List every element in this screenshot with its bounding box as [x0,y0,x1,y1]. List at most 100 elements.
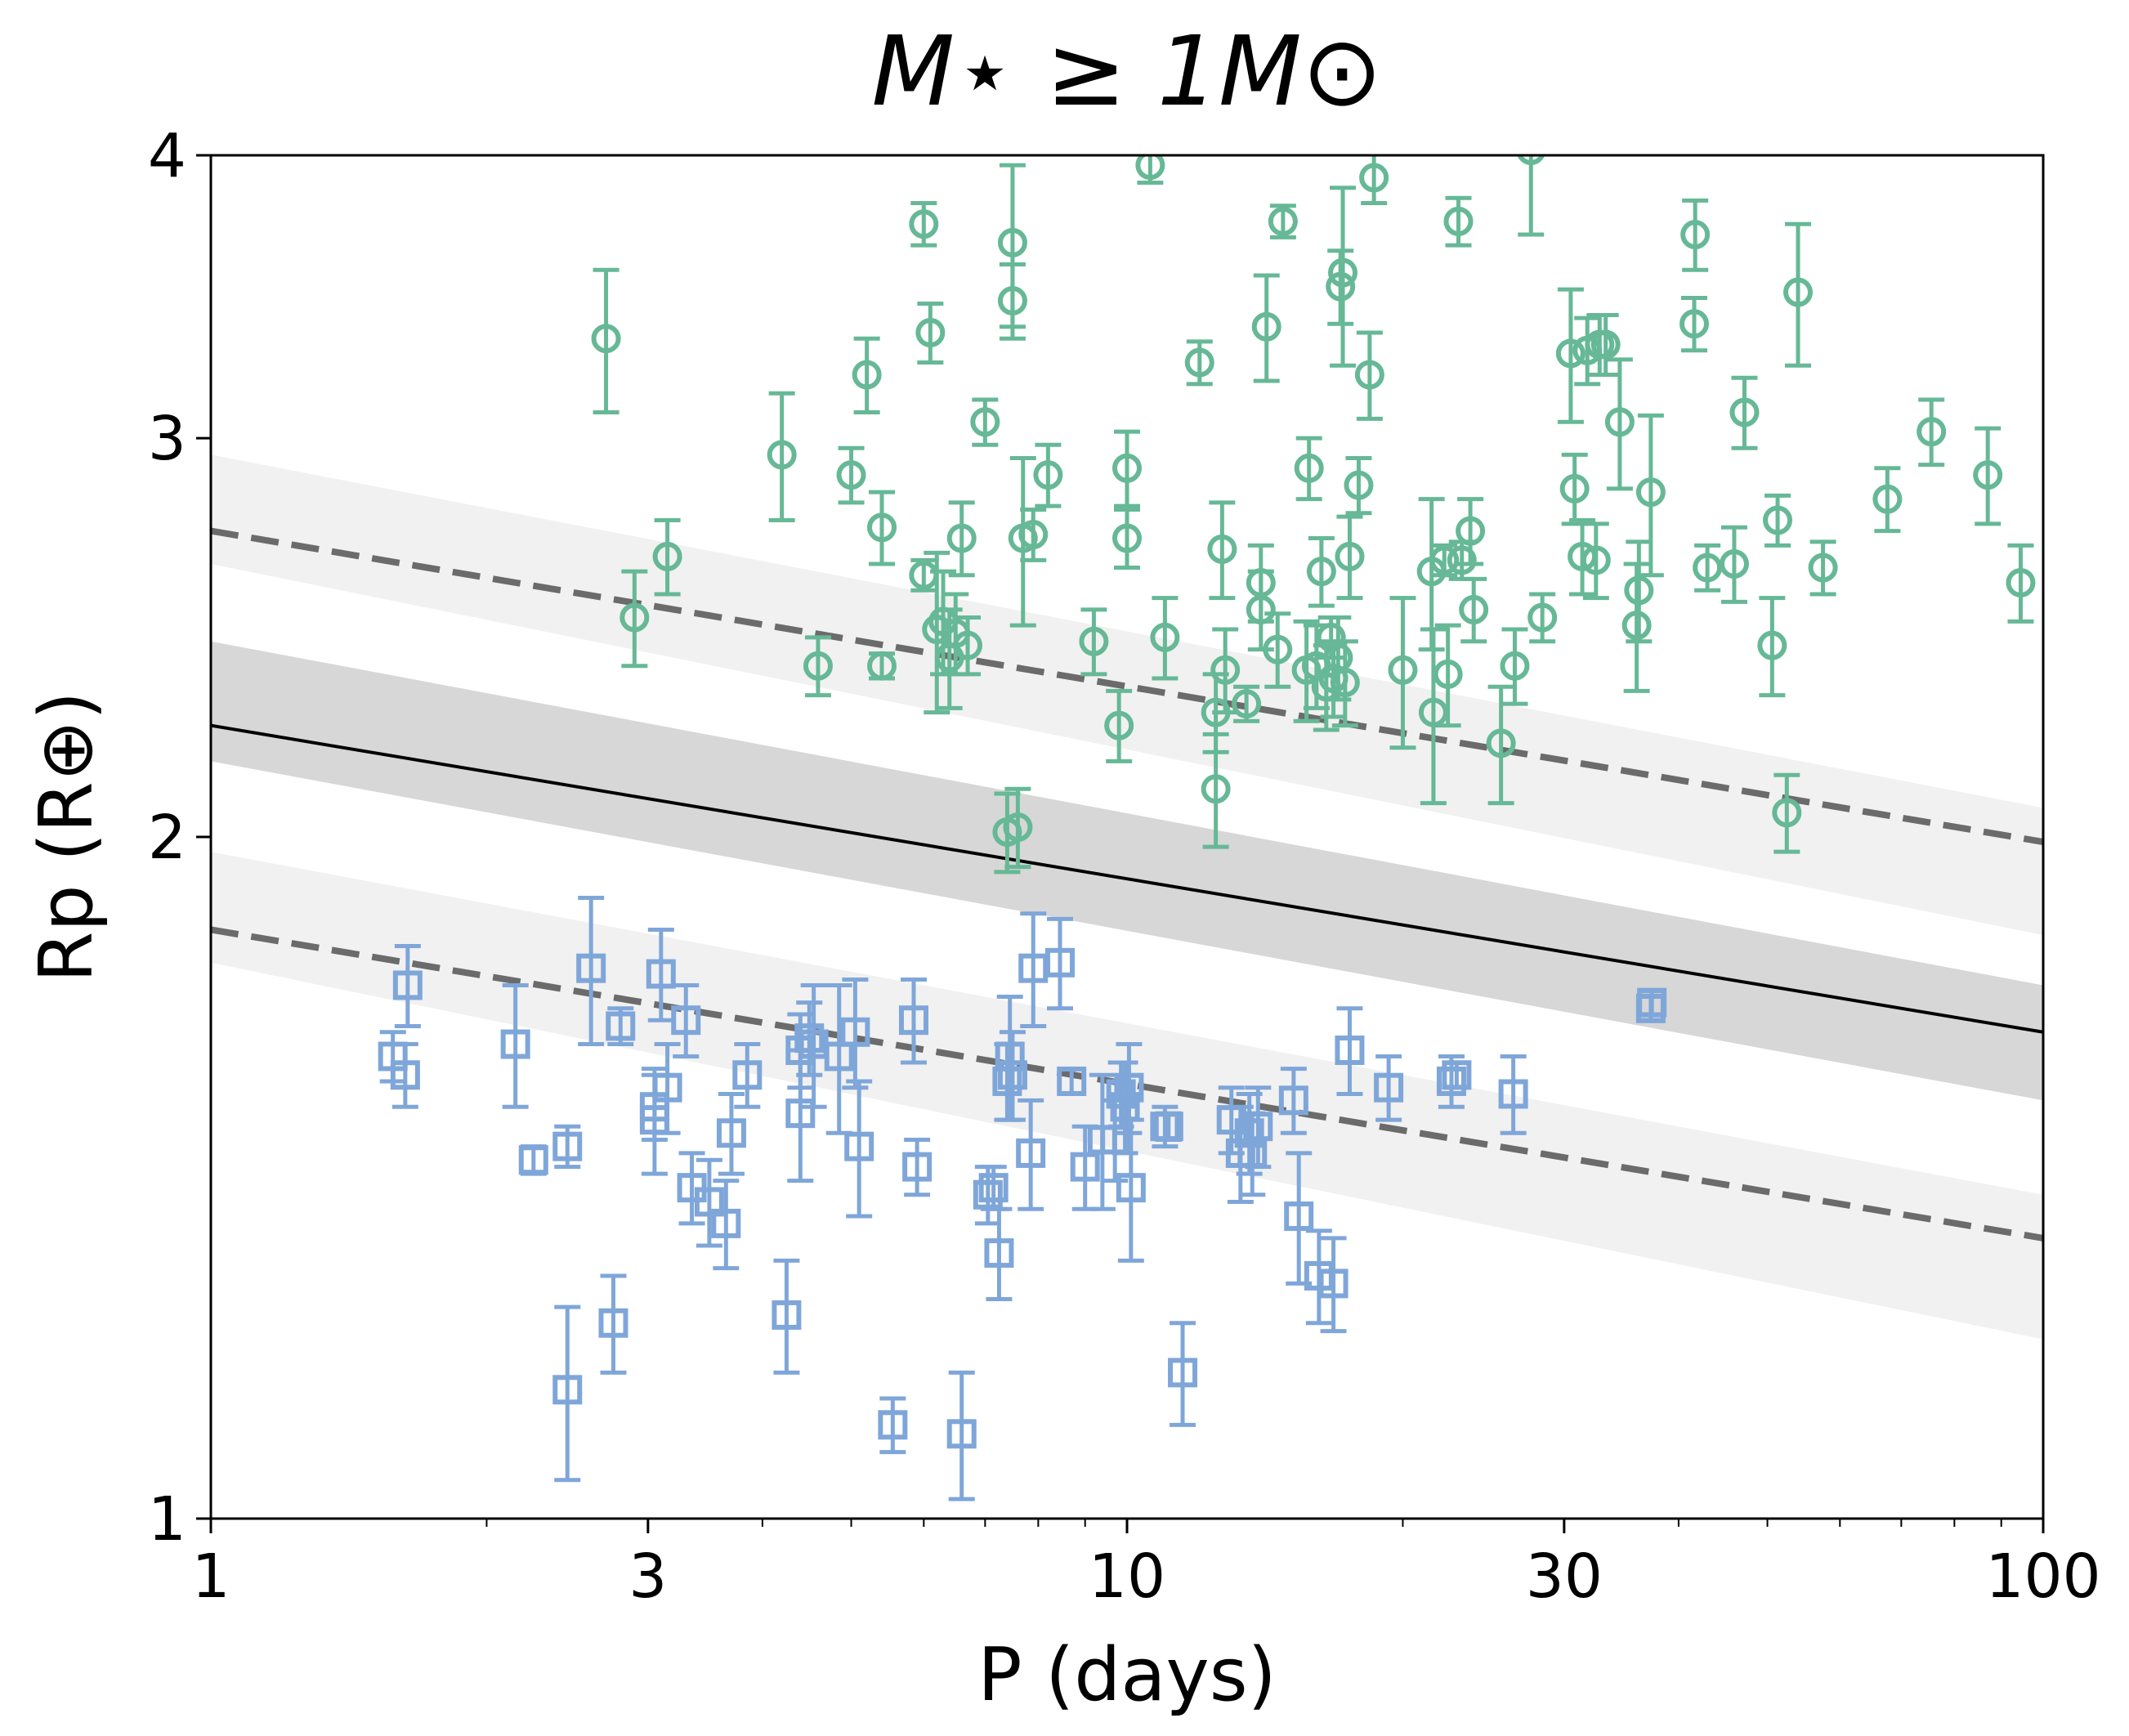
x-tick-label: 10 [1089,1541,1165,1612]
square-point-10 [606,1006,636,1047]
square-marker [1278,1085,1308,1116]
square-marker [732,1060,763,1090]
circle-point-28 [1104,688,1134,763]
circle-marker [1033,460,1063,490]
circle-point-69 [1500,627,1530,706]
square-point-15 [671,982,701,1058]
square-point-30 [898,977,928,1065]
circle-marker [1201,774,1231,804]
circle-point-43 [1268,204,1298,239]
square-marker [1318,1268,1349,1299]
y-tick-label: 1 [148,1484,186,1555]
square-point-62 [1335,1006,1365,1096]
square-point-38 [997,1030,1027,1122]
circle-point-45 [1294,436,1324,502]
circle-marker [852,360,882,390]
circle-point-57 [1354,330,1384,421]
square-marker [1436,1066,1466,1096]
square-marker [1243,1112,1273,1142]
circle-marker [1263,634,1293,664]
square-point-59 [1284,1151,1314,1286]
y-tick-label: 3 [148,404,186,474]
square-marker [1498,1079,1528,1109]
circle-point-47 [1306,535,1336,608]
square-point-7 [552,1304,583,1483]
square-point-49 [1116,1117,1146,1263]
square-point-21 [772,1258,802,1375]
circle-point-29 [1112,429,1142,508]
circle-point-51 [1323,615,1353,702]
circle-marker [1112,453,1142,483]
circle-point-93 [1872,466,1903,534]
y-tick-label: 2 [148,803,186,873]
x-tick-label: 1 [191,1541,230,1612]
circle-point-17 [946,500,977,578]
square-marker [878,1410,908,1440]
circle-marker [1388,655,1418,685]
circle-marker [915,317,946,347]
square-marker [518,1145,548,1175]
square-marker [824,1041,854,1072]
circle-point-12 [915,301,946,365]
circle-marker [591,324,621,354]
circle-point-95 [1973,426,2003,526]
circle-point-90 [1772,772,1802,854]
circle-marker [1635,477,1666,508]
circle-marker [2006,567,2036,597]
circle-point-36 [1207,500,1237,601]
square-point-35 [984,1206,1014,1302]
square-marker [1168,1358,1198,1388]
square-marker [392,970,423,1000]
circle-marker [1500,651,1530,681]
circle-point-3 [652,517,682,597]
circle-point-41 [1251,273,1281,383]
circle-marker [1335,541,1365,571]
square-point-4 [500,982,530,1109]
square-marker [844,1131,874,1161]
square-point-32 [946,1370,977,1501]
square-point-57 [1243,1085,1273,1170]
circle-marker [909,209,939,239]
square-marker [1057,1066,1087,1096]
circle-point-81 [1624,539,1654,644]
x-tick-label: 100 [1985,1541,2100,1612]
circle-point-63 [1433,623,1463,728]
circle-point-42 [1263,611,1293,689]
circle-marker [1344,470,1374,500]
square-marker [552,1375,583,1405]
circle-marker [1306,557,1336,587]
circle-marker [1210,655,1241,685]
circle-marker [619,602,650,633]
square-point-20 [732,1042,763,1109]
circle-marker [1486,728,1516,758]
x-tick-label: 3 [628,1541,667,1612]
square-point-52 [1168,1321,1198,1427]
circle-marker [1246,594,1276,624]
circle-point-19 [970,397,1000,447]
circle-marker [836,460,866,490]
square-point-42 [1057,1066,1087,1096]
square-marker [898,1005,928,1036]
square-point-68 [1637,987,1667,1018]
circle-point-53 [1328,186,1358,368]
circle-point-7 [852,336,882,414]
square-marker [500,1029,530,1059]
circle-marker [1763,505,1793,535]
square-point-2 [390,1042,420,1109]
boundary-line-dashed-3 [211,926,2043,1242]
circle-point-83 [1679,295,1710,353]
circle-point-78 [1590,313,1621,377]
square-point-61 [1318,1236,1349,1334]
circle-marker [1621,611,1652,641]
circle-marker [1719,548,1749,579]
square-marker [598,1308,628,1338]
circle-marker [1456,516,1486,546]
square-marker [1442,1060,1472,1090]
circle-point-92 [1808,539,1838,597]
circle-point-40 [1246,569,1276,652]
square-marker [840,1017,870,1047]
circle-marker [1359,163,1389,193]
square-point-14 [652,1042,682,1135]
circle-marker [1624,575,1654,606]
square-point-66 [1498,1054,1528,1135]
